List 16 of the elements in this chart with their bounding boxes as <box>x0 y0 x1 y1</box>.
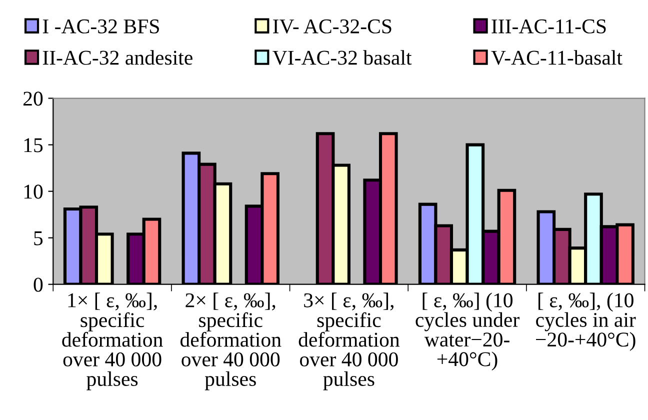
legend-label: VI-AC-32 basalt <box>272 50 412 65</box>
x-tick-label: 2× [ ε, ‰], specific deformation over 40 000 pulses <box>180 292 282 390</box>
y-tick-label: 5 <box>34 231 43 246</box>
y-tick-label: 0 <box>34 278 43 292</box>
legend-label: V-AC-11-basalt <box>491 50 622 65</box>
legend-label: IV- AC-32-CS <box>273 19 392 34</box>
legend-label: II-AC-32 andesite <box>42 50 192 65</box>
legend-label: III-AC-11-CS <box>492 19 606 34</box>
x-tick-label: [ ε, ‰] (10 cycles under water−20- +40°C) <box>416 292 520 370</box>
x-tick-label: 3× [ ε, ‰], specific deformation over 40 000 pulses <box>298 292 400 390</box>
y-tick-label: 20 <box>23 92 43 106</box>
legend-label: I -AC-32 BFS <box>42 19 159 34</box>
x-tick-label: 1× [ ε, ‰], specific deformation over 40 000 pulses <box>62 292 163 390</box>
x-tick-label: [ ε, ‰], (10 cycles in air −20-+40°C) <box>536 292 636 351</box>
y-tick-label: 10 <box>24 184 43 199</box>
y-tick-label: 15 <box>24 138 43 152</box>
